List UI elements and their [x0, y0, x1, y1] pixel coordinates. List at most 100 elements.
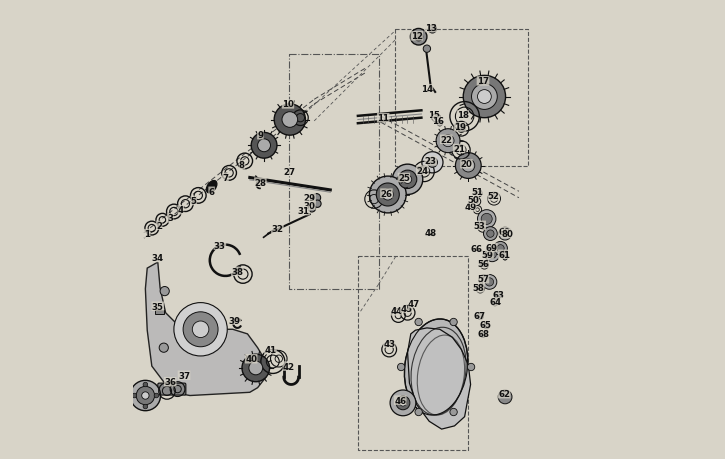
Circle shape: [484, 323, 490, 329]
Circle shape: [455, 153, 481, 179]
Circle shape: [192, 321, 209, 338]
Circle shape: [423, 46, 431, 53]
Text: 53: 53: [474, 221, 486, 230]
Text: 14: 14: [420, 85, 433, 94]
Text: 16: 16: [432, 117, 444, 126]
Circle shape: [462, 160, 475, 173]
Circle shape: [242, 354, 270, 382]
Text: 31: 31: [298, 207, 310, 216]
Circle shape: [141, 392, 149, 399]
Circle shape: [160, 287, 170, 296]
Circle shape: [480, 332, 486, 338]
Circle shape: [494, 292, 502, 300]
Text: 58: 58: [473, 284, 484, 293]
Circle shape: [312, 194, 320, 202]
Circle shape: [422, 152, 443, 174]
Polygon shape: [407, 328, 471, 429]
Text: 26: 26: [381, 189, 392, 198]
Circle shape: [427, 158, 437, 168]
Circle shape: [485, 278, 494, 286]
Circle shape: [477, 313, 484, 320]
Text: 2: 2: [156, 221, 162, 230]
Text: 33: 33: [214, 241, 226, 250]
Text: 4: 4: [178, 206, 184, 215]
Text: 40: 40: [245, 354, 257, 364]
Text: 61: 61: [498, 250, 510, 259]
Text: 8: 8: [239, 161, 245, 170]
Circle shape: [410, 29, 427, 46]
Text: 67: 67: [473, 311, 486, 320]
Circle shape: [459, 127, 464, 132]
Text: 42: 42: [283, 362, 295, 371]
Ellipse shape: [207, 181, 217, 193]
Text: 69: 69: [485, 243, 497, 252]
Text: 20: 20: [460, 160, 473, 169]
Text: 25: 25: [398, 174, 410, 183]
Circle shape: [376, 184, 399, 207]
Circle shape: [257, 140, 270, 152]
Circle shape: [442, 135, 454, 147]
Text: 5: 5: [191, 196, 196, 206]
Circle shape: [274, 105, 305, 136]
Circle shape: [160, 343, 168, 353]
Text: 32: 32: [271, 225, 283, 234]
Circle shape: [415, 409, 422, 416]
Circle shape: [468, 364, 475, 371]
Text: 52: 52: [488, 192, 500, 201]
Text: 63: 63: [493, 290, 505, 299]
Circle shape: [314, 201, 321, 208]
Text: 11: 11: [377, 114, 389, 123]
Text: 51: 51: [471, 187, 484, 196]
Circle shape: [249, 361, 262, 375]
Text: 80: 80: [502, 230, 513, 239]
Text: 9: 9: [257, 131, 263, 140]
Text: 21: 21: [453, 145, 465, 154]
Text: 7: 7: [223, 174, 228, 183]
Circle shape: [130, 381, 160, 411]
Circle shape: [478, 90, 492, 104]
Circle shape: [499, 228, 512, 241]
Text: 65: 65: [480, 320, 492, 330]
Circle shape: [382, 190, 394, 201]
Text: 38: 38: [231, 267, 244, 276]
Text: 17: 17: [477, 77, 489, 86]
Text: 15: 15: [428, 110, 440, 119]
Circle shape: [492, 300, 498, 306]
Text: 19: 19: [454, 123, 466, 132]
Circle shape: [370, 177, 406, 213]
Circle shape: [478, 210, 496, 229]
Circle shape: [397, 364, 405, 371]
Text: 3: 3: [167, 214, 173, 223]
Text: 46: 46: [394, 396, 406, 405]
Text: 60: 60: [498, 227, 510, 236]
Text: 45: 45: [400, 304, 413, 313]
Circle shape: [174, 303, 227, 356]
Text: 47: 47: [408, 299, 420, 308]
Circle shape: [481, 214, 492, 225]
Text: 44: 44: [391, 307, 403, 316]
Text: 30: 30: [304, 201, 315, 210]
Text: 56: 56: [477, 259, 489, 269]
Circle shape: [450, 409, 457, 416]
Text: 6: 6: [209, 187, 215, 196]
Text: 39: 39: [228, 316, 241, 325]
Text: 36: 36: [165, 377, 176, 386]
Circle shape: [463, 76, 505, 118]
Text: 13: 13: [425, 24, 436, 33]
Circle shape: [143, 404, 148, 409]
Circle shape: [143, 382, 148, 387]
Circle shape: [436, 129, 460, 153]
Circle shape: [486, 230, 494, 238]
Circle shape: [132, 393, 136, 398]
Text: 24: 24: [416, 166, 428, 175]
Circle shape: [482, 275, 497, 290]
Ellipse shape: [502, 252, 507, 261]
Bar: [154, 310, 164, 314]
Circle shape: [399, 400, 406, 406]
Circle shape: [488, 251, 497, 259]
Circle shape: [390, 390, 416, 416]
Text: 10: 10: [282, 100, 294, 109]
Circle shape: [484, 227, 497, 241]
FancyBboxPatch shape: [158, 383, 186, 395]
Circle shape: [502, 231, 508, 237]
